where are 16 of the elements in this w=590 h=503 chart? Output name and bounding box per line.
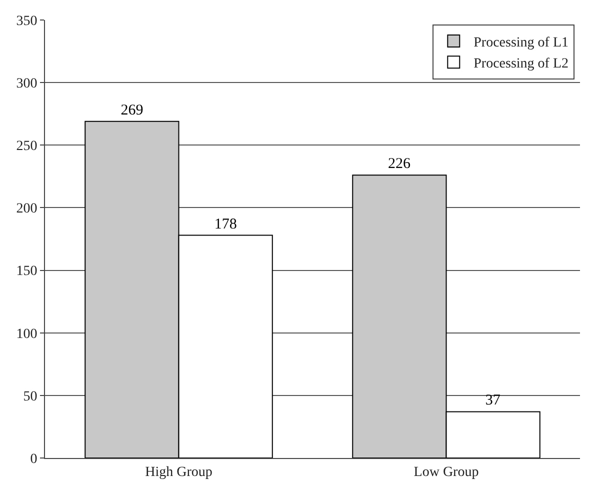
legend-label: Processing of L1 xyxy=(474,35,569,50)
y-tick-label: 200 xyxy=(16,202,38,217)
x-tick-label: Low Group xyxy=(414,464,479,480)
data-label: 269 xyxy=(120,102,144,118)
legend-label: Processing of L2 xyxy=(474,56,569,72)
data-label: 226 xyxy=(388,156,411,172)
y-tick-label: 300 xyxy=(16,76,38,92)
y-tick-label: 350 xyxy=(16,14,38,29)
y-tick-label: 250 xyxy=(16,139,38,154)
y-tick-label: 150 xyxy=(16,264,38,280)
x-tick-label: High Group xyxy=(145,464,212,480)
y-tick-label: 0 xyxy=(30,452,38,467)
data-label: 37 xyxy=(485,392,501,409)
y-tick-label: 100 xyxy=(16,326,38,342)
y-tick-label: 50 xyxy=(23,389,38,404)
data-label: 178 xyxy=(214,216,237,232)
